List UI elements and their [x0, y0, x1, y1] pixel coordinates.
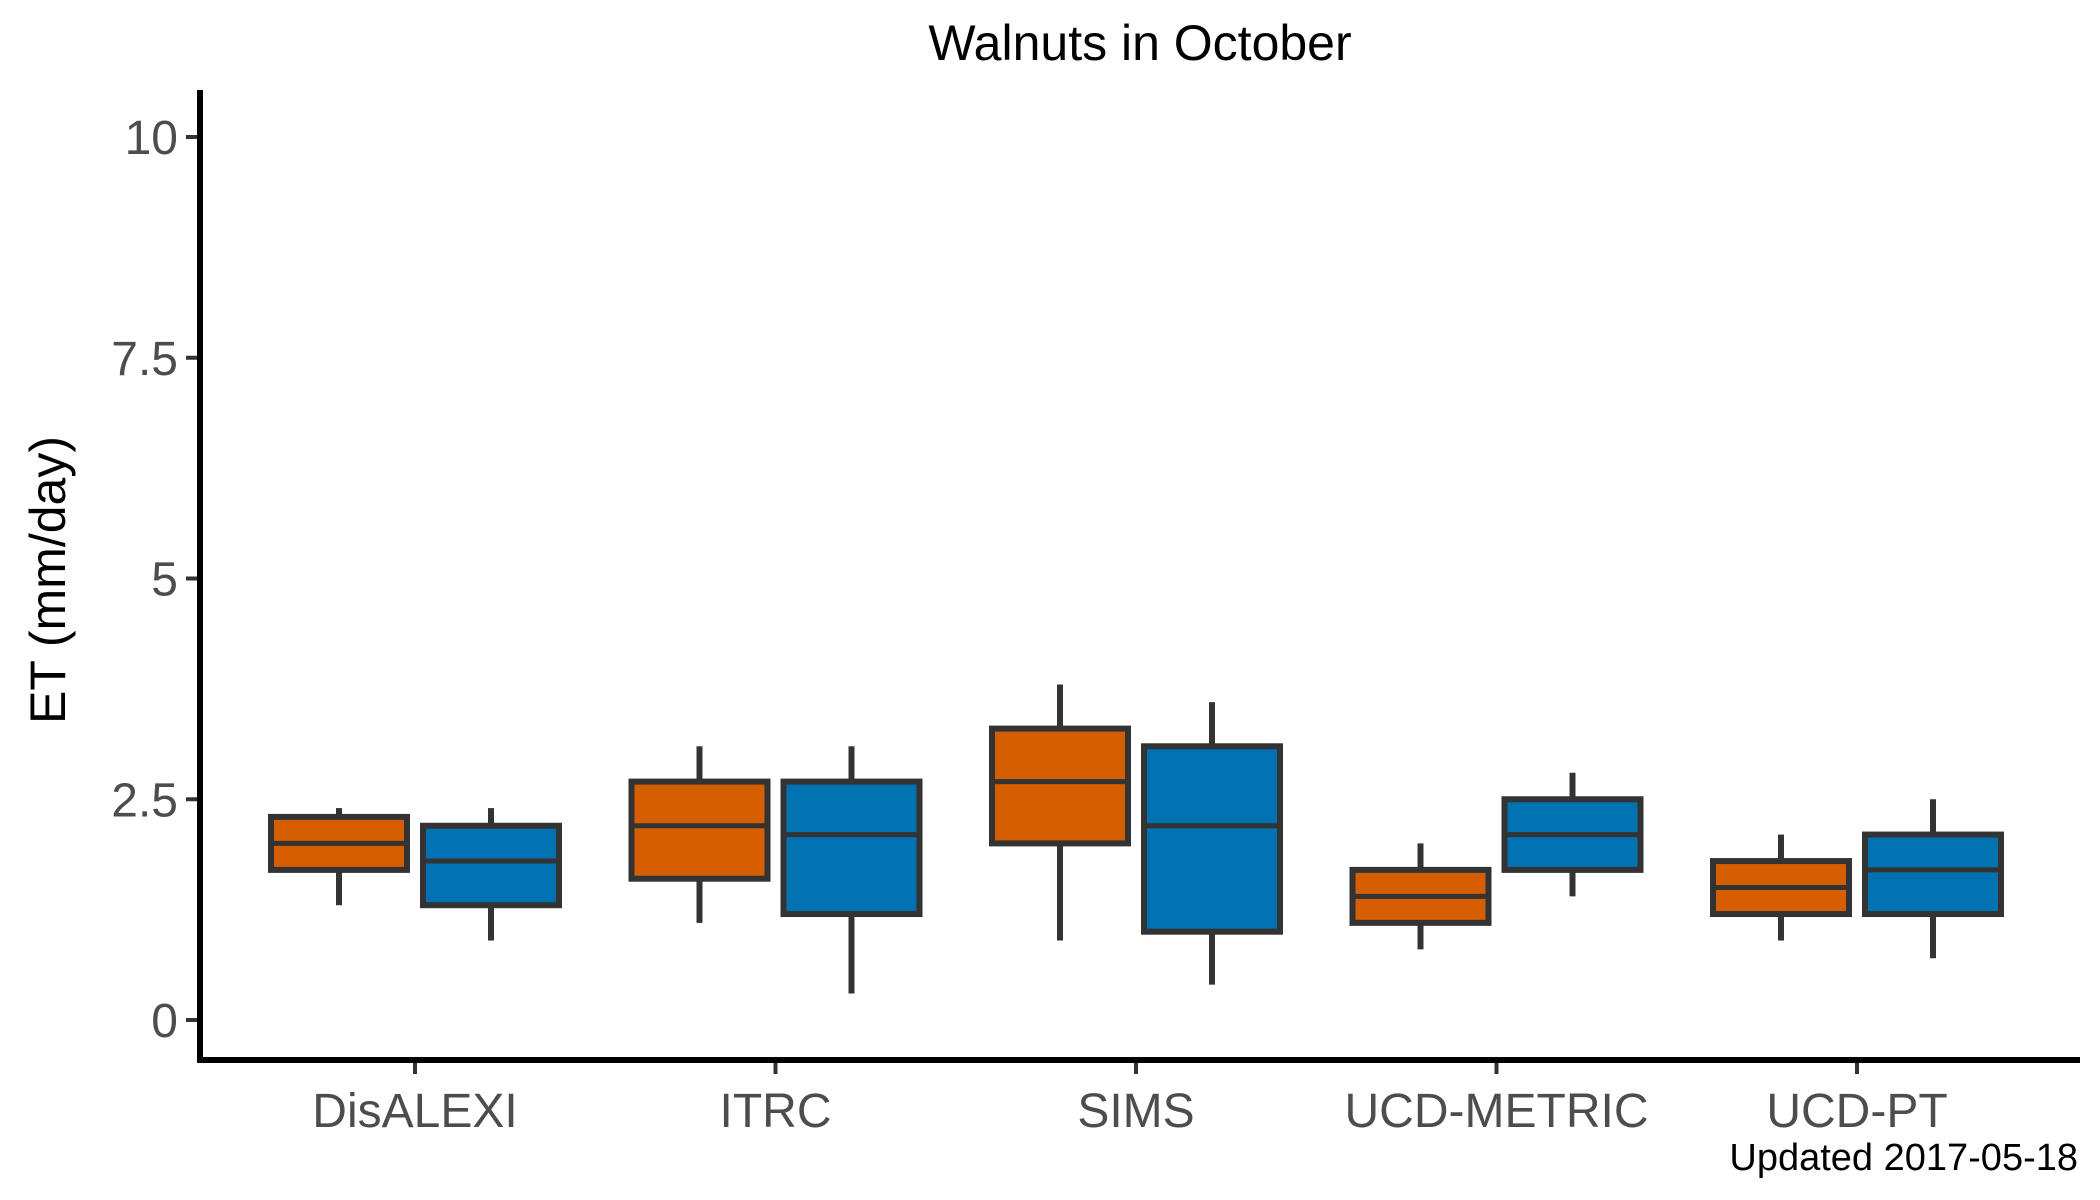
box-disalexi-series-2: [420, 808, 562, 941]
x-tick-label: DisALEXI: [312, 1085, 517, 1138]
y-tick-label: 2.5: [111, 774, 178, 827]
box-itrc-series-1: [628, 746, 771, 923]
iqr-box: [1862, 831, 2004, 918]
box-ucd-metric-series-1: [1349, 843, 1492, 950]
box-ucd-pt-series-1: [1710, 834, 1852, 941]
updated-caption: Updated 2017-05-18: [1729, 1137, 2078, 1179]
y-axis-ticks: 0 2.5 5 7.5 10: [111, 112, 200, 1048]
iqr-box: [628, 778, 771, 882]
box-ucd-metric-series-2: [1501, 772, 1644, 897]
box-ucd-pt-series-2: [1862, 799, 2004, 959]
y-tick-label: 5: [151, 554, 178, 607]
box-disalexi-series-1: [268, 808, 410, 906]
box-sims-series-1: [989, 684, 1131, 941]
x-tick-label: SIMS: [1077, 1085, 1194, 1138]
x-tick-label: ITRC: [720, 1085, 832, 1138]
x-tick-label: UCD-PT: [1766, 1085, 1947, 1138]
iqr-box: [989, 725, 1131, 847]
y-tick-label: 0: [151, 995, 178, 1048]
box-plot-marks: [268, 684, 2004, 994]
iqr-box: [780, 778, 923, 918]
y-tick-label: 7.5: [111, 333, 178, 386]
x-tick-label: UCD-METRIC: [1345, 1085, 1649, 1138]
y-axis-title: ET (mm/day): [20, 436, 76, 724]
box-sims-series-2: [1141, 702, 1283, 985]
iqr-box: [420, 822, 562, 909]
x-axis-ticks: DisALEXI ITRC SIMS UCD-METRIC UCD-PT: [312, 1060, 1948, 1138]
box-itrc-series-2: [780, 746, 923, 994]
iqr-box: [1141, 743, 1283, 935]
chart-title: Walnuts in October: [928, 15, 1351, 71]
y-tick-label: 10: [125, 112, 178, 165]
